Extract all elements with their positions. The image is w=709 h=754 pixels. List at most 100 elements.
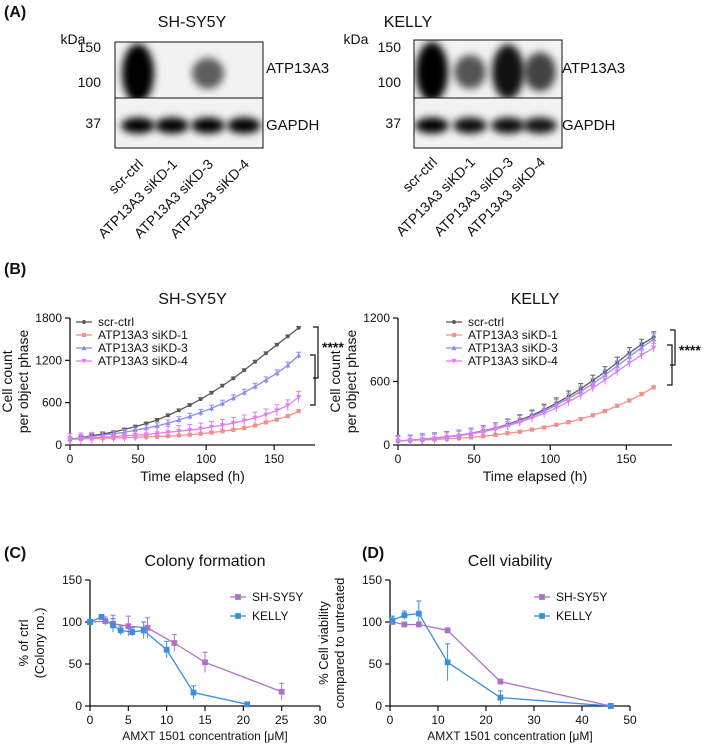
x-tick-label: 10 — [160, 713, 174, 727]
y-axis-label: % Cell viability — [316, 601, 331, 685]
data-point — [231, 427, 236, 432]
y-axis-label: Cell count — [327, 350, 343, 412]
series-line — [69, 410, 299, 441]
chart-cell-viability: Cell viability 0 10 20 30 40 50 0 50 100 150 AMXT 1… — [316, 553, 637, 743]
data-point — [285, 334, 290, 339]
data-point — [651, 385, 656, 390]
data-point — [626, 354, 632, 359]
legend-entry: ATP13A3 siKD-1 — [76, 328, 188, 342]
x-tick-label: 150 — [616, 452, 636, 466]
chart-title: Colony formation — [145, 553, 266, 570]
data-point — [639, 392, 644, 397]
data-point — [198, 409, 204, 415]
marker-150: 150 — [378, 39, 402, 55]
data-point — [431, 436, 438, 442]
y-axis-label: per object phase — [15, 330, 31, 434]
protein-label-bottom: GAPDH — [266, 117, 319, 134]
blot-band — [227, 117, 261, 134]
legend-label: KELLY — [252, 609, 288, 623]
data-point — [209, 390, 214, 395]
y-axis-label: per object phase — [343, 330, 359, 434]
x-tick-label: 0 — [67, 452, 74, 466]
data-point — [129, 629, 136, 635]
marker-100: 100 — [78, 74, 102, 90]
significance-label: **** — [322, 339, 344, 355]
data-point — [235, 594, 241, 600]
blot-band — [191, 117, 225, 134]
data-point — [285, 403, 291, 409]
marker-37: 37 — [85, 115, 101, 131]
data-point — [274, 408, 280, 414]
data-point — [154, 431, 160, 436]
data-point — [244, 701, 251, 708]
data-point — [517, 429, 522, 434]
y-tick-label: 0 — [55, 438, 62, 452]
chart-growth-shsy5y: SH-SY5Y 0 50 100 150 0 600 1200 1800 Time elapsed… — [0, 291, 344, 484]
data-point — [296, 394, 302, 400]
kda-label: kDa — [344, 31, 369, 47]
marker-37: 37 — [385, 115, 401, 131]
data-point — [121, 433, 128, 439]
data-point — [614, 369, 620, 375]
data-point — [578, 393, 584, 398]
x-tick-label: 20 — [479, 713, 493, 727]
blot-band — [155, 117, 189, 134]
x-tick-label: 30 — [313, 713, 327, 727]
series-line — [397, 386, 655, 442]
panel-letter-b: (B) — [4, 261, 26, 278]
data-point — [285, 413, 290, 419]
data-point — [187, 428, 193, 433]
legend-entry: ATP13A3 siKD-1 — [446, 328, 558, 342]
data-point — [638, 352, 645, 358]
chart-title: SH-SY5Y — [158, 291, 227, 308]
data-point — [542, 425, 547, 430]
x-axis-label: AMXT 1501 concentration [μM] — [427, 729, 592, 743]
data-point — [176, 408, 181, 413]
legend-label: ATP13A3 siKD-4 — [98, 354, 188, 368]
legend-label: SH-SY5Y — [252, 590, 303, 604]
data-point — [154, 423, 160, 429]
data-point — [67, 437, 73, 442]
legend-label: scr-ctrl — [98, 315, 134, 329]
series-atp13a3-sikd-4 — [395, 342, 657, 445]
data-point — [219, 400, 226, 406]
y-tick-label: 0 — [375, 699, 382, 713]
blot-top-bands — [122, 43, 224, 99]
data-point — [176, 429, 182, 434]
data-point — [468, 431, 474, 437]
y-tick-label: 150 — [62, 573, 82, 587]
data-point — [231, 376, 236, 381]
data-point — [456, 433, 462, 439]
data-point — [81, 345, 87, 351]
series-line — [89, 616, 248, 705]
data-point — [444, 435, 450, 440]
data-point — [638, 345, 645, 350]
y-tick-label: 1200 — [35, 353, 62, 367]
data-point — [651, 336, 657, 342]
x-tick-label: 0 — [387, 713, 394, 727]
x-axis-label: Time elapsed (h) — [483, 468, 588, 484]
legend-label: SH-SY5Y — [556, 590, 607, 604]
data-point — [401, 612, 408, 619]
y-tick-label: 150 — [362, 573, 382, 587]
data-point — [81, 358, 87, 364]
protein-label-bottom: GAPDH — [562, 117, 615, 134]
data-point — [110, 622, 116, 629]
y-axis-label: % of ctrl — [16, 619, 31, 666]
x-tick-label: 15 — [198, 713, 212, 727]
data-point — [590, 385, 596, 391]
data-point — [602, 409, 608, 414]
data-point — [452, 320, 456, 324]
series-line — [69, 354, 300, 441]
data-point — [190, 689, 197, 696]
data-point — [110, 434, 117, 440]
data-point — [274, 417, 279, 422]
data-point — [144, 625, 151, 631]
data-point — [202, 659, 208, 666]
legend-label: ATP13A3 siKD-1 — [98, 328, 188, 342]
x-tick-label: 20 — [237, 713, 251, 727]
data-point — [263, 377, 269, 383]
data-point — [285, 362, 291, 368]
x-tick-label: 50 — [131, 452, 145, 466]
